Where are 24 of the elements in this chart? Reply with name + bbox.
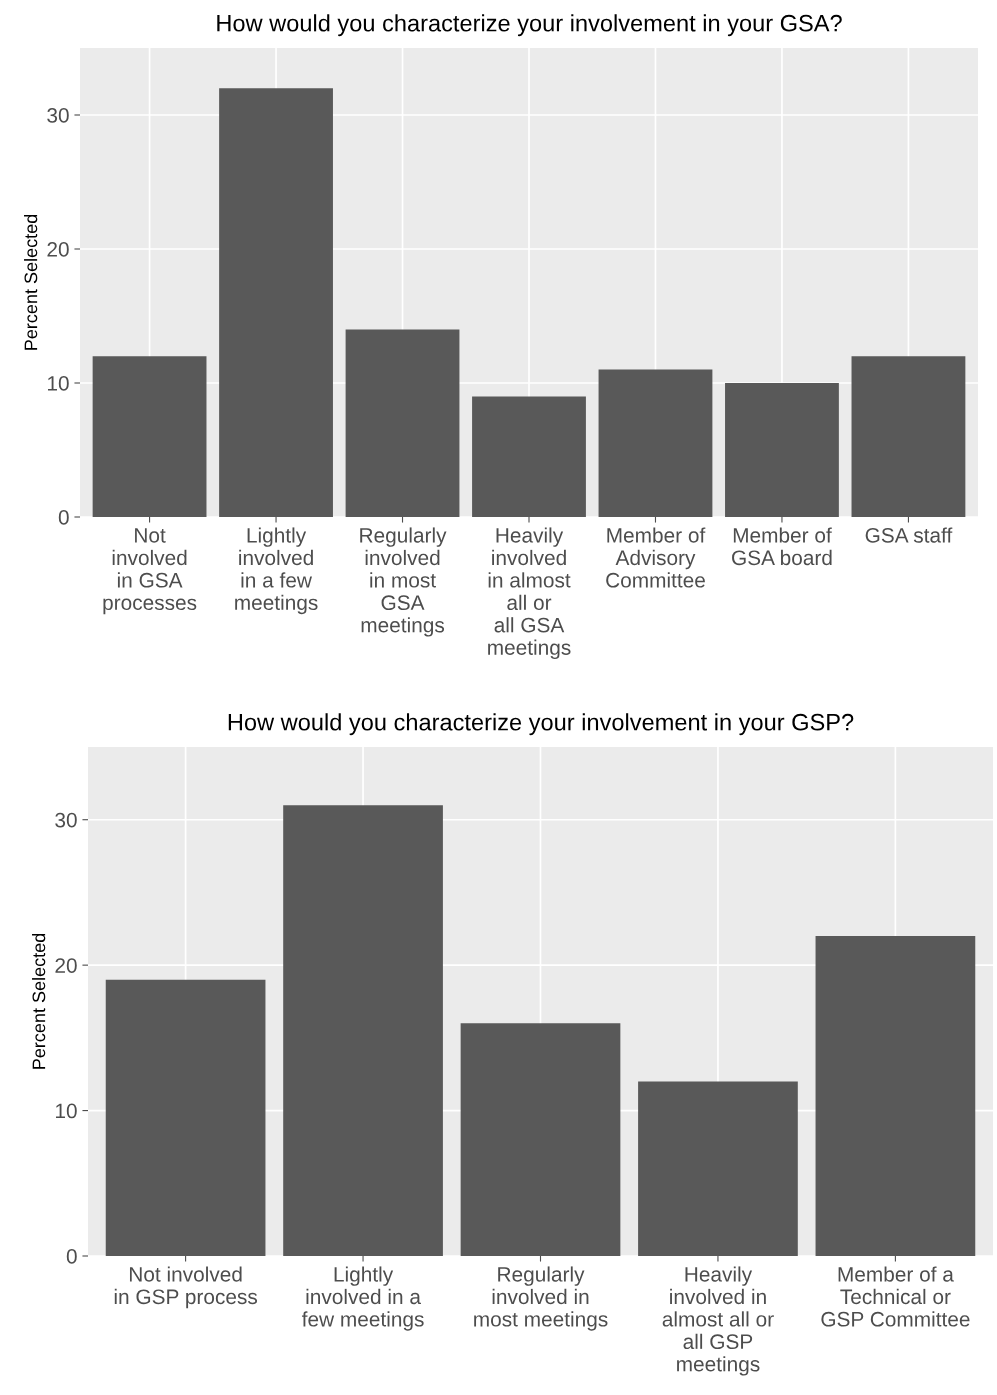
- x-tick-label: Not involved in GSP process: [114, 1266, 258, 1309]
- x-tick-label: Regularly involved in most GSA meetings: [360, 527, 447, 637]
- x-tick-label: Member of Advisory Committee: [606, 527, 706, 588]
- x-tick-label: GSA staff: [865, 527, 953, 543]
- x-tick-label: Heavily involved in almost all or all GSA meetings: [488, 527, 571, 660]
- y-tick-label: 10: [56, 1103, 77, 1119]
- y-tick-label: 0: [58, 510, 69, 525]
- y-tick-label: 10: [48, 376, 69, 391]
- y-tick-label: 30: [47, 108, 69, 123]
- x-tick-label: Member of GSA board: [732, 527, 832, 566]
- y-tick-label: 0: [66, 1249, 77, 1264]
- y-tick-label: 20: [55, 958, 77, 973]
- x-tick-label: Not involved in GSA processes: [103, 528, 197, 615]
- y-tick-label: 30: [55, 812, 77, 828]
- x-tick-label: Member of a Technical or GSP Committee: [821, 1266, 970, 1327]
- chart-title: How would you characterize your involvement in your GSP?: [228, 713, 854, 736]
- x-tick-label: Lightly involved in a few meetings: [235, 527, 318, 615]
- chart-title: How would you characterize your involvement in your GSA?: [217, 14, 842, 37]
- y-axis-title: Percent Selected: [24, 214, 38, 350]
- x-tick-label: Heavily involved in almost all or all GSP meetings: [662, 1266, 774, 1376]
- y-axis-title: Percent Selected: [32, 933, 46, 1069]
- y-tick-label: 20: [47, 242, 69, 257]
- x-tick-label: Lightly involved in a few meetings: [301, 1266, 424, 1331]
- x-tick-label: Regularly involved in most meetings: [474, 1266, 608, 1331]
